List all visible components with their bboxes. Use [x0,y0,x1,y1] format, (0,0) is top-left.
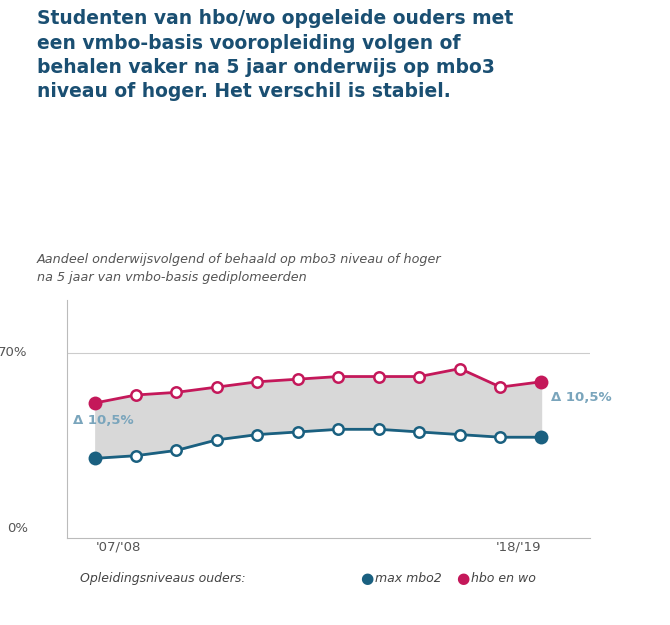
Text: Aandeel onderwijsvolgend of behaald op mbo3 niveau of hoger
na 5 jaar van vmbo-b: Aandeel onderwijsvolgend of behaald op m… [37,253,442,284]
Text: 70%: 70% [0,346,28,359]
Text: Opleidingsniveaus ouders:: Opleidingsniveaus ouders: [80,572,246,584]
Text: Δ 10,5%: Δ 10,5% [551,391,612,404]
Text: '07/'08: '07/'08 [95,540,141,553]
Text: '18/'19: '18/'19 [496,540,541,553]
Text: hbo en wo: hbo en wo [471,572,536,584]
Text: Studenten van hbo/wo opgeleide ouders met
een vmbo-basis vooropleiding volgen of: Studenten van hbo/wo opgeleide ouders me… [37,9,513,101]
Text: ●: ● [360,571,373,586]
Text: max mbo2: max mbo2 [375,572,442,584]
Text: 0%: 0% [7,522,28,535]
Text: Δ 10,5%: Δ 10,5% [73,414,134,427]
Text: ●: ● [456,571,469,586]
